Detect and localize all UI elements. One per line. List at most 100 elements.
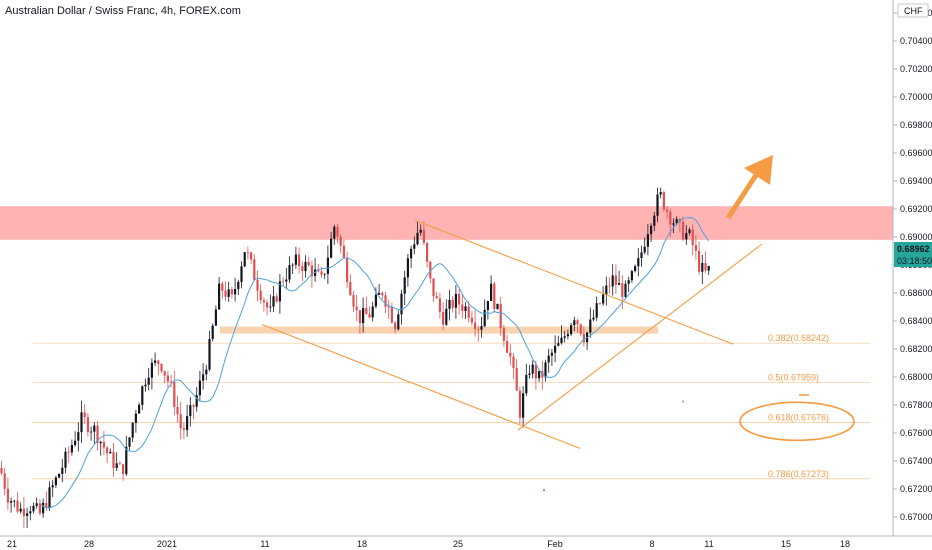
candle-body: [630, 271, 633, 281]
candle-body: [637, 258, 640, 267]
candle-body: [163, 371, 166, 376]
candle-body: [534, 364, 537, 379]
trendline: [414, 219, 734, 345]
candle-body: [451, 299, 454, 308]
candle-body: [275, 296, 278, 302]
candle-body: [307, 261, 310, 266]
candle-body: [285, 279, 288, 282]
candle-body: [349, 281, 352, 296]
candle-body: [694, 245, 697, 251]
candle-body: [490, 283, 493, 301]
candle-body: [400, 293, 403, 315]
candle-body: [438, 298, 441, 312]
candle-body: [432, 278, 435, 297]
candle-body: [486, 300, 489, 311]
candle-body: [106, 447, 109, 454]
candle-body: [480, 326, 483, 330]
fibonacci-layer: 0.382(0.68242) 0.5(0.67959) 0.618(0.67676)…: [33, 333, 870, 480]
candle-body: [93, 425, 96, 432]
candle-body: [605, 285, 608, 295]
candle-body: [42, 502, 45, 514]
candle-body: [253, 259, 256, 280]
zones-layer: [0, 206, 893, 334]
candle-body: [256, 279, 259, 291]
x-tick-label: 18: [357, 539, 367, 549]
candle-body: [64, 451, 67, 468]
marker: [799, 394, 809, 396]
candle-body: [435, 296, 438, 299]
candle-body: [61, 467, 64, 475]
candle-body: [557, 343, 560, 346]
marker-dot: [682, 400, 684, 403]
candle-body: [576, 320, 579, 325]
candle-body: [531, 364, 534, 374]
candle-body: [157, 360, 160, 364]
candle-body: [598, 303, 601, 304]
candle-body: [621, 283, 624, 297]
candle-body: [368, 314, 371, 318]
candle-body: [640, 252, 643, 259]
candle-body: [538, 370, 541, 379]
candle-body: [58, 474, 61, 478]
trendlines-layer: [261, 155, 809, 492]
candle-body: [326, 257, 329, 274]
candle-body: [189, 405, 192, 417]
candle-body: [595, 303, 598, 318]
candle-body: [470, 317, 473, 323]
candle-body: [544, 362, 547, 378]
y-tick-label: 0.70200: [900, 64, 932, 74]
candle-body: [205, 369, 208, 375]
candle-body: [134, 413, 137, 423]
candle-body: [592, 317, 595, 320]
y-tick-label: 0.67000: [900, 512, 932, 522]
candle-body: [32, 505, 35, 512]
candle-body: [218, 283, 221, 310]
candle-body: [10, 501, 13, 503]
candle-body: [166, 375, 169, 382]
candle-body: [198, 380, 201, 396]
candle-body: [26, 513, 29, 516]
marker-dot: [543, 489, 545, 492]
candle-body: [288, 265, 291, 280]
candle-body: [525, 375, 528, 394]
candle-body: [624, 283, 627, 297]
candle-body: [499, 303, 502, 329]
candle-body: [80, 412, 83, 433]
candle-body: [662, 192, 665, 210]
candle-body: [522, 393, 525, 418]
candle-body: [701, 262, 704, 272]
candle-body: [371, 306, 374, 318]
x-tick-label: 15: [781, 539, 791, 549]
candle-body: [3, 473, 6, 489]
trendline: [261, 323, 581, 449]
x-tick-label: 11: [704, 539, 713, 549]
candle-body: [243, 252, 246, 267]
candle-body: [115, 463, 118, 469]
candle-body: [141, 386, 144, 405]
candle-body: [419, 229, 422, 233]
candle-body: [29, 511, 32, 514]
y-tick-label: 0.67200: [900, 484, 932, 494]
candle-body: [182, 428, 185, 430]
resistance-zone: [0, 206, 893, 240]
candle-body: [394, 322, 397, 330]
x-tick-label: 21: [7, 539, 17, 549]
candle-body: [646, 234, 649, 247]
candle-body: [454, 293, 457, 308]
candle-body: [54, 477, 57, 486]
fib-label: 0.786(0.67273): [768, 469, 829, 479]
candle-body: [483, 310, 486, 327]
candle-body: [384, 295, 387, 307]
candle-body: [0, 468, 3, 474]
candle-body: [390, 306, 393, 323]
candle-body: [387, 306, 390, 308]
candle-body: [653, 215, 656, 226]
candle-body: [230, 289, 233, 295]
candle-body: [125, 446, 128, 475]
arrow-shaft: [725, 170, 761, 220]
candle-body: [429, 261, 432, 279]
candle-body: [691, 229, 694, 246]
candle-body: [506, 341, 509, 353]
candle-body: [560, 337, 563, 344]
